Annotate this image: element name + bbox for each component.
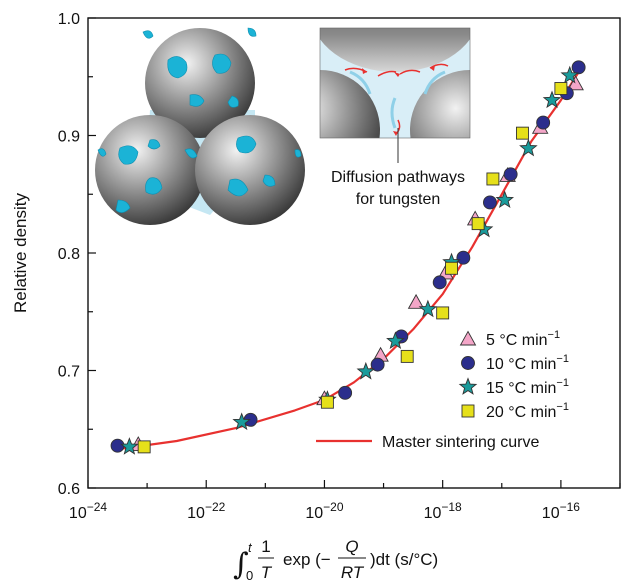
x-title-integral-sign: ∫ xyxy=(233,547,249,582)
data-point xyxy=(370,357,385,372)
x-tick-label: 10−22 xyxy=(187,500,225,522)
x-title-frac1-den: T xyxy=(261,563,273,582)
data-point xyxy=(232,412,251,431)
data-point xyxy=(110,438,125,453)
x-tick-label: 10−20 xyxy=(305,500,343,522)
data-point xyxy=(554,82,568,95)
legend-label: 15 °C min−1 xyxy=(486,377,569,397)
legend-marker xyxy=(461,356,475,370)
data-point xyxy=(400,349,414,363)
axis-ticks: 10−24 10−22 10−20 10−18 10−16 0.6 0.7 0.8 0.9 1.0 xyxy=(58,11,621,522)
legend-label: 5 °C min−1 xyxy=(486,329,560,349)
data-point xyxy=(471,217,485,231)
data-point xyxy=(338,385,353,400)
points-layer xyxy=(110,60,586,455)
legend-marker xyxy=(458,377,478,395)
y-tick-label: 0.7 xyxy=(58,364,80,381)
data-point xyxy=(418,299,438,318)
data-point xyxy=(407,293,425,309)
x-title-upper-limit: t xyxy=(248,540,253,555)
legend-curve-label: Master sintering curve xyxy=(382,434,539,451)
data-point xyxy=(320,395,334,409)
x-tick-label: 10−16 xyxy=(542,500,580,522)
neck-closeup-illustration xyxy=(319,27,471,163)
data-point xyxy=(356,361,376,380)
data-point xyxy=(386,331,405,350)
legend-marker xyxy=(459,330,477,346)
legend-label: 20 °C min−1 xyxy=(486,401,569,421)
x-tick-label: 10−24 xyxy=(69,500,107,522)
data-point xyxy=(571,60,586,75)
annotation-line-2: for tungsten xyxy=(356,191,441,208)
data-point xyxy=(436,306,450,320)
data-point xyxy=(516,126,529,140)
data-point xyxy=(456,250,471,265)
data-point xyxy=(137,440,151,454)
data-point xyxy=(445,261,458,275)
annotation-line-1: Diffusion pathways xyxy=(331,169,465,186)
x-title-tail: )dt (s/°C) xyxy=(370,550,438,569)
data-point xyxy=(486,172,500,186)
y-tick-label: 1.0 xyxy=(58,11,80,28)
x-title-exp: exp (− xyxy=(283,550,331,569)
y-tick-label: 0.6 xyxy=(58,481,80,498)
x-title-frac1-num: 1 xyxy=(261,537,270,556)
legend-marker xyxy=(461,404,475,418)
data-point xyxy=(542,90,562,109)
sphere-right xyxy=(195,115,305,225)
sphere-top xyxy=(145,28,255,138)
y-tick-label: 0.9 xyxy=(58,129,80,146)
data-point xyxy=(432,275,447,290)
sphere-left xyxy=(95,115,205,225)
data-point xyxy=(120,437,139,455)
data-point xyxy=(519,138,538,157)
legend-label: 10 °C min−1 xyxy=(486,353,569,373)
data-point xyxy=(495,190,515,209)
y-tick-label: 0.8 xyxy=(58,246,80,263)
x-axis-title: ∫ t 0 1 T exp (− Q RT )dt (s/°C) xyxy=(233,537,438,583)
x-title-frac2-den: RT xyxy=(341,563,365,582)
sphere-cluster-illustration xyxy=(95,27,305,225)
series-3 xyxy=(137,82,568,454)
data-point xyxy=(503,167,518,182)
y-axis-title: Relative density xyxy=(11,193,30,314)
data-point xyxy=(567,75,584,91)
x-tick-label: 10−18 xyxy=(424,500,462,522)
x-title-frac2-num: Q xyxy=(345,537,358,556)
tungsten-patches xyxy=(97,27,302,213)
series-1 xyxy=(110,60,586,453)
data-point xyxy=(536,115,551,130)
data-point xyxy=(560,65,580,84)
legend: 5 °C min−1 10 °C min−1 15 °C min−1 20 °C mi… xyxy=(316,329,569,451)
x-title-lower-limit: 0 xyxy=(246,568,253,583)
data-point xyxy=(483,195,497,210)
